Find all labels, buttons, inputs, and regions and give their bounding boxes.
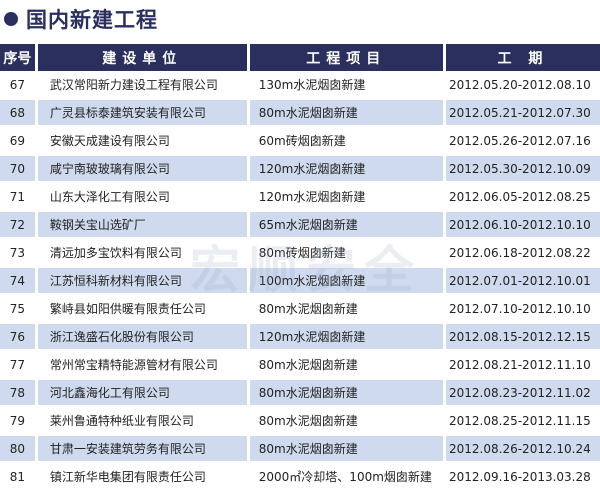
section-title: 国内新建工程 — [4, 4, 158, 34]
cell-index: 79 — [9, 413, 26, 428]
cell-project: 80m水泥烟囱新建 — [258, 414, 358, 428]
cell-company: 鞍钢关宝山选矿厂 — [37, 212, 247, 237]
cell-period: 2012.06.18-2012.08.22 — [449, 245, 591, 260]
cell-company: 清远加多宝饮料有限公司 — [49, 246, 182, 260]
header-index: 序号 — [0, 44, 35, 71]
table-row: 73 清远加多宝饮料有限公司 80m砖烟囱新建 2012.06.18-2012.08.… — [0, 240, 600, 268]
table-row: 67 武汉常阳新力建设工程有限公司 130m水泥烟囱新建 2012.05.20-201… — [0, 72, 600, 100]
cell-period: 2012.08.15-2012.12.15 — [445, 324, 600, 349]
cell-project: 60m砖烟囱新建 — [258, 134, 346, 148]
table-row: 80 甘肃一安装建筑劳务有限公司 80m水泥烟囱新建 2012.08.26-2012.… — [0, 436, 600, 464]
cell-period: 2012.07.01-2012.10.01 — [445, 268, 600, 293]
table-row: 68 广灵县标泰建筑安装有限公司 80m水泥烟囱新建 2012.05.21-2012.… — [0, 100, 600, 128]
cell-company: 常州常宝精特能源管材有限公司 — [49, 358, 218, 372]
cell-period: 2012.07.10-2012.10.10 — [449, 301, 591, 316]
table-row: 69 安徽天成建设有限公司 60m砖烟囱新建 2012.05.26-2012.07.1… — [0, 128, 600, 156]
cell-company: 山东大泽化工有限公司 — [49, 190, 170, 204]
header-company: 建设单位 — [37, 44, 247, 71]
cell-project: 80m砖烟囱新建 — [258, 246, 346, 260]
cell-period: 2012.06.05-2012.08.25 — [449, 189, 591, 204]
cell-company: 繁峙县如阳供暖有限责任公司 — [49, 302, 206, 316]
cell-company: 河北鑫海化工有限公司 — [37, 380, 247, 405]
cell-project: 120m水泥烟囱新建 — [249, 324, 443, 349]
table-row: 74 江苏恒科新材料有限公司 100m水泥烟囱新建 2012.07.01-2012.1… — [0, 268, 600, 296]
bullet-icon — [4, 12, 18, 26]
cell-index: 78 — [0, 380, 35, 405]
cell-index: 77 — [9, 357, 26, 372]
cell-index: 71 — [9, 189, 26, 204]
cell-project: 80m水泥烟囱新建 — [249, 100, 443, 125]
cell-index: 76 — [0, 324, 35, 349]
cell-project: 80m水泥烟囱新建 — [249, 436, 443, 461]
table-row: 81 镇江新华电集团有限责任公司 2000㎡冷却塔、100m烟囱新建 2012.09.… — [0, 464, 600, 492]
cell-company: 江苏恒科新材料有限公司 — [37, 268, 247, 293]
cell-period: 2012.09.16-2013.03.28 — [449, 469, 591, 484]
cell-period: 2012.08.26-2012.10.24 — [445, 436, 600, 461]
cell-project: 120m水泥烟囱新建 — [249, 156, 443, 181]
table-row: 70 咸宁南玻玻璃有限公司 120m水泥烟囱新建 2012.05.30-2012.10… — [0, 156, 600, 184]
page-title: 国内新建工程 — [26, 8, 158, 32]
table-row: 78 河北鑫海化工有限公司 80m水泥烟囱新建 2012.08.23-2012.11.… — [0, 380, 600, 408]
cell-index: 73 — [9, 245, 26, 260]
cell-index: 74 — [0, 268, 35, 293]
cell-period: 2012.05.26-2012.07.16 — [449, 133, 591, 148]
cell-index: 80 — [0, 436, 35, 461]
cell-index: 75 — [9, 301, 26, 316]
cell-project: 80m水泥烟囱新建 — [258, 358, 358, 372]
cell-company: 咸宁南玻玻璃有限公司 — [37, 156, 247, 181]
cell-period: 2012.05.20-2012.08.10 — [449, 77, 591, 92]
cell-index: 69 — [9, 133, 26, 148]
cell-company: 安徽天成建设有限公司 — [49, 134, 170, 148]
table-row: 77 常州常宝精特能源管材有限公司 80m水泥烟囱新建 2012.08.21-2012… — [0, 352, 600, 380]
cell-project: 130m水泥烟囱新建 — [258, 78, 366, 92]
cell-project: 80m水泥烟囱新建 — [249, 380, 443, 405]
header-project: 工程项目 — [249, 44, 443, 71]
cell-project: 120m水泥烟囱新建 — [258, 190, 366, 204]
cell-index: 70 — [0, 156, 35, 181]
cell-company: 莱州鲁通特种纸业有限公司 — [49, 414, 194, 428]
cell-index: 81 — [9, 469, 26, 484]
table-row: 79 莱州鲁通特种纸业有限公司 80m水泥烟囱新建 2012.08.25-2012.1… — [0, 408, 600, 436]
cell-company: 甘肃一安装建筑劳务有限公司 — [37, 436, 247, 461]
cell-company: 镇江新华电集团有限责任公司 — [49, 470, 206, 484]
cell-company: 浙江逸盛石化股份有限公司 — [37, 324, 247, 349]
cell-period: 2012.08.21-2012.11.10 — [449, 357, 591, 372]
cell-project: 65m水泥烟囱新建 — [249, 212, 443, 237]
cell-period: 2012.08.23-2012.11.02 — [445, 380, 600, 405]
cell-period: 2012.08.25-2012.11.15 — [449, 413, 591, 428]
cell-index: 68 — [0, 100, 35, 125]
cell-company: 广灵县标泰建筑安装有限公司 — [37, 100, 247, 125]
cell-period: 2012.05.21-2012.07.30 — [445, 100, 600, 125]
cell-period: 2012.06.10-2012.10.10 — [445, 212, 600, 237]
header-period: 工 期 — [445, 44, 600, 71]
table-body: 67 武汉常阳新力建设工程有限公司 130m水泥烟囱新建 2012.05.20-201… — [0, 72, 600, 492]
projects-table: 序号 建设单位 工程项目 工 期 67 武汉常阳新力建设工程有限公司 130m水泥烟… — [0, 44, 600, 492]
cell-project: 80m水泥烟囱新建 — [258, 302, 358, 316]
table-row: 75 繁峙县如阳供暖有限责任公司 80m水泥烟囱新建 2012.07.10-2012.… — [0, 296, 600, 324]
cell-project: 100m水泥烟囱新建 — [249, 268, 443, 293]
table-row: 72 鞍钢关宝山选矿厂 65m水泥烟囱新建 2012.06.10-2012.10.10 — [0, 212, 600, 240]
cell-project: 2000㎡冷却塔、100m烟囱新建 — [258, 470, 432, 484]
table-row: 76 浙江逸盛石化股份有限公司 120m水泥烟囱新建 2012.08.15-2012.… — [0, 324, 600, 352]
table-row: 71 山东大泽化工有限公司 120m水泥烟囱新建 2012.06.05-2012.08… — [0, 184, 600, 212]
cell-company: 武汉常阳新力建设工程有限公司 — [49, 78, 218, 92]
cell-period: 2012.05.30-2012.10.09 — [445, 156, 600, 181]
table-header: 序号 建设单位 工程项目 工 期 — [0, 44, 600, 72]
cell-index: 67 — [9, 77, 26, 92]
cell-index: 72 — [0, 212, 35, 237]
